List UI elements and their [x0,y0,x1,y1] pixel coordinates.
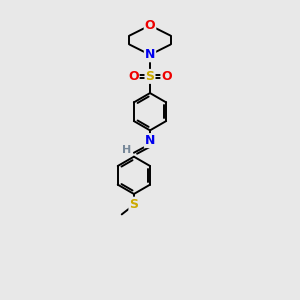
Text: H: H [122,146,131,155]
Text: S: S [146,70,154,83]
Text: O: O [145,19,155,32]
Text: O: O [161,70,172,83]
Text: O: O [128,70,139,83]
Text: S: S [129,198,138,211]
Text: N: N [145,134,155,147]
Text: N: N [145,48,155,61]
